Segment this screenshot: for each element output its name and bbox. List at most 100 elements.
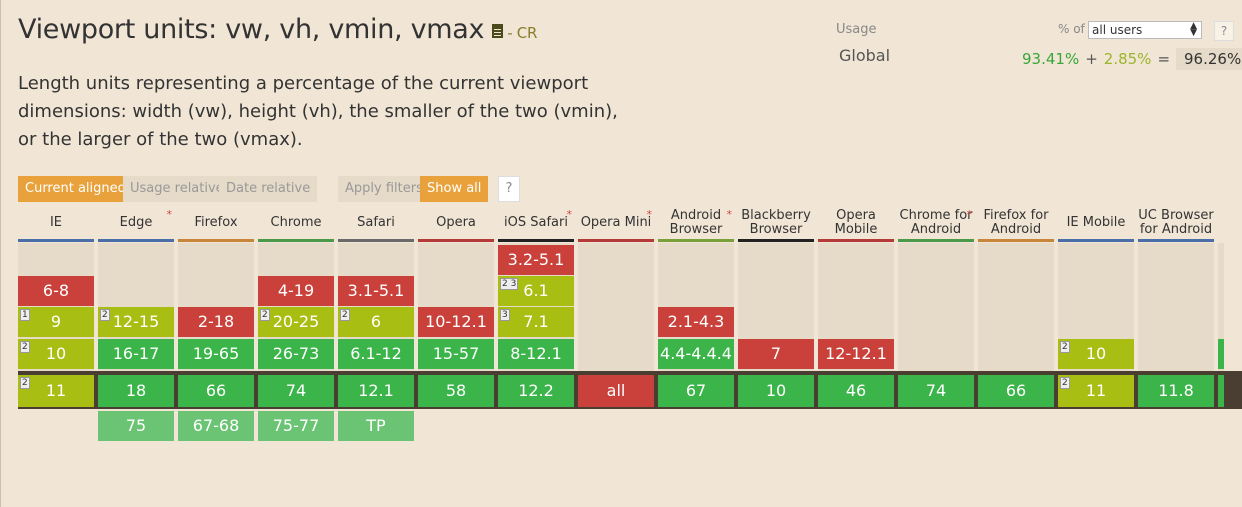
version-cell[interactable]: 3.2-5.1 xyxy=(498,245,574,275)
browser-header[interactable]: Chrome xyxy=(258,206,334,242)
version-cell[interactable]: 66 xyxy=(978,375,1054,407)
browser-header[interactable]: Safari xyxy=(338,206,414,242)
browser-header[interactable]: Opera xyxy=(418,206,494,242)
browser-header[interactable]: Firefox for Android xyxy=(978,206,1054,242)
usage-relative-button[interactable]: Usage relative xyxy=(123,176,231,202)
document-icon[interactable] xyxy=(492,24,504,38)
note-badge[interactable]: 2 3 xyxy=(500,278,519,290)
version-label: 19-65 xyxy=(192,344,240,363)
usage-total: 96.26% xyxy=(1176,48,1242,70)
version-cell[interactable]: 74 xyxy=(898,375,974,407)
apply-filters-button[interactable]: Apply filters xyxy=(338,176,430,202)
version-cell[interactable]: 19-65 xyxy=(178,339,254,369)
version-cell[interactable]: 46 xyxy=(818,375,894,407)
version-cell[interactable]: 18 xyxy=(98,375,174,407)
note-badge[interactable]: 1 xyxy=(20,309,30,321)
version-cell[interactable]: 75 xyxy=(98,411,174,441)
version-label: 6.1 xyxy=(523,281,549,300)
version-cell[interactable]: 10-12.1 xyxy=(418,307,494,337)
note-badge[interactable]: 3 xyxy=(500,309,510,321)
browser-header[interactable]: UC Browser for Android xyxy=(1138,206,1214,242)
usage-help-button[interactable]: ? xyxy=(1214,21,1234,41)
version-cell[interactable]: 58 xyxy=(418,375,494,407)
browser-header[interactable]: Chrome for Android * xyxy=(898,206,974,242)
version-label: 74 xyxy=(925,381,947,400)
version-cell[interactable]: 6-8 xyxy=(18,276,94,306)
version-cell[interactable]: 4.4-4.4.4 xyxy=(658,339,734,369)
version-cell[interactable]: 7 xyxy=(738,339,814,369)
browser-color-bar xyxy=(578,239,654,242)
note-badge[interactable]: 2 xyxy=(1060,341,1070,353)
browser-name: Opera xyxy=(436,215,476,230)
note-badge[interactable]: 2 xyxy=(20,341,30,353)
version-cell[interactable]: TP xyxy=(338,411,414,441)
note-badge[interactable]: 2 xyxy=(100,309,110,321)
browser-header[interactable]: Edge * xyxy=(98,206,174,242)
version-cell[interactable]: 12-15 2 xyxy=(98,307,174,337)
version-cell[interactable]: 66 xyxy=(178,375,254,407)
browser-header[interactable]: Firefox xyxy=(178,206,254,242)
version-cell[interactable]: 12-12.1 xyxy=(818,339,894,369)
version-cell[interactable] xyxy=(1218,375,1224,407)
note-badge[interactable]: 2 xyxy=(1060,377,1070,389)
version-cell[interactable]: 2-18 xyxy=(178,307,254,337)
browser-color-bar xyxy=(658,239,734,242)
version-cell[interactable]: 7.1 3 xyxy=(498,307,574,337)
users-select[interactable]: all users ▲ ▼ xyxy=(1088,21,1202,39)
version-cell[interactable]: 67 xyxy=(658,375,734,407)
browser-header[interactable]: Blackberry Browser xyxy=(738,206,814,242)
version-cell[interactable]: 67-68 xyxy=(178,411,254,441)
browser-header[interactable]: iOS Safari * xyxy=(498,206,574,242)
version-cell[interactable]: 4-19 xyxy=(258,276,334,306)
note-badge[interactable]: 2 xyxy=(260,309,270,321)
version-cell[interactable]: 12.1 xyxy=(338,375,414,407)
browser-header[interactable]: Opera Mobile xyxy=(818,206,894,242)
version-label: TP xyxy=(366,416,386,435)
version-cell[interactable]: 10 2 xyxy=(18,339,94,369)
version-cell[interactable]: 16-17 xyxy=(98,339,174,369)
version-label: 3.2-5.1 xyxy=(507,250,565,269)
browser-color-bar xyxy=(738,239,814,242)
version-cell[interactable]: 3.1-5.1 xyxy=(338,276,414,306)
filters-help-button[interactable]: ? xyxy=(498,176,520,202)
browser-name: Safari xyxy=(357,215,395,230)
spec-status[interactable]: - CR xyxy=(507,24,538,42)
version-label: 12.1 xyxy=(358,381,394,400)
version-cell[interactable]: 26-73 xyxy=(258,339,334,369)
browser-header[interactable]: Android Browser * xyxy=(658,206,734,242)
version-cell[interactable]: 12.2 xyxy=(498,375,574,407)
version-cell[interactable]: all xyxy=(578,375,654,407)
feature-description: Length units representing a percentage o… xyxy=(18,73,618,150)
version-cell[interactable]: 15-57 xyxy=(418,339,494,369)
version-label: 10 xyxy=(765,381,787,400)
browser-header[interactable]: IE Mobile xyxy=(1058,206,1134,242)
note-badge[interactable]: 2 xyxy=(340,309,350,321)
date-relative-button[interactable]: Date relative xyxy=(219,176,318,202)
usage-full: 93.41% xyxy=(1022,50,1080,68)
browser-color-bar xyxy=(898,239,974,242)
browser-header[interactable]: Opera Mini * xyxy=(578,206,654,242)
users-select-value: all users xyxy=(1092,23,1143,37)
version-cell[interactable]: 20-25 2 xyxy=(258,307,334,337)
note-badge[interactable]: 2 xyxy=(20,377,30,389)
current-aligned-button[interactable]: Current aligned xyxy=(18,176,133,202)
version-label: 58 xyxy=(445,381,467,400)
version-cell[interactable]: 11.8 xyxy=(1138,375,1214,407)
browser-header[interactable]: IE xyxy=(18,206,94,242)
version-cell[interactable]: 75-77 xyxy=(258,411,334,441)
version-cell[interactable]: 10 xyxy=(738,375,814,407)
version-cell[interactable]: 8-12.1 xyxy=(498,339,574,369)
version-cell[interactable]: 11 2 xyxy=(1058,375,1134,407)
version-cell[interactable] xyxy=(1218,339,1224,369)
version-label: 15-57 xyxy=(432,344,480,363)
version-cell[interactable]: 2.1-4.3 xyxy=(658,307,734,337)
version-cell[interactable]: 6.1 2 3 xyxy=(498,276,574,306)
browser-name: IE Mobile xyxy=(1066,215,1126,230)
version-cell[interactable]: 6.1-12 xyxy=(338,339,414,369)
version-cell[interactable]: 11 2 xyxy=(18,375,94,407)
show-all-button[interactable]: Show all xyxy=(420,176,489,202)
version-cell[interactable]: 10 2 xyxy=(1058,339,1134,369)
version-cell[interactable]: 74 xyxy=(258,375,334,407)
